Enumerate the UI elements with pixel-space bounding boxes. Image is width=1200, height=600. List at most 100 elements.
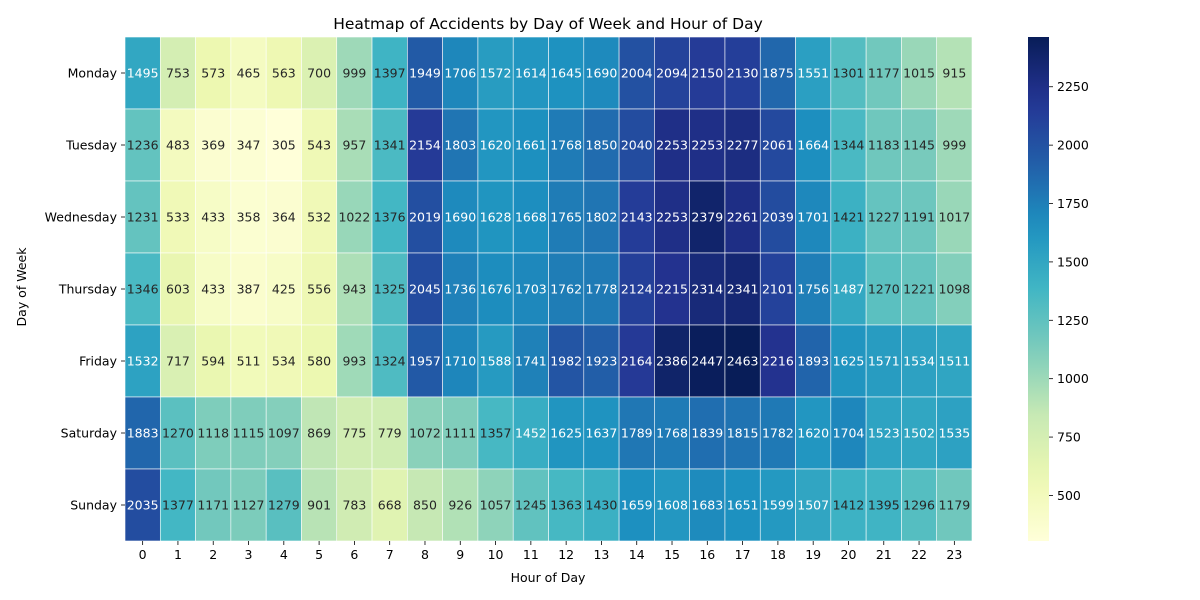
colorbar-tick-label: 2250 <box>1057 79 1089 94</box>
x-tick-label: 3 <box>245 547 253 562</box>
heatmap-cell <box>512 252 549 326</box>
y-tick-label: Wednesday <box>45 210 118 225</box>
heatmap-cell <box>195 324 232 398</box>
heatmap-cell <box>124 396 161 470</box>
heatmap-cell <box>865 108 902 182</box>
cell-value-label: 364 <box>272 210 296 225</box>
cell-value-label: 1651 <box>727 498 759 513</box>
cell-value-label: 1296 <box>903 498 935 513</box>
heatmap-cell <box>230 36 267 110</box>
x-tick-label: 12 <box>558 547 574 562</box>
x-tick-label: 10 <box>488 547 504 562</box>
heatmap-cell <box>442 396 479 470</box>
cell-value-label: 2035 <box>127 498 159 513</box>
cell-value-label: 1690 <box>586 66 618 81</box>
cell-value-label: 2215 <box>656 282 688 297</box>
colorbar-tick-label: 1500 <box>1057 254 1089 269</box>
cell-value-label: 2253 <box>656 138 688 153</box>
cell-value-label: 603 <box>166 282 190 297</box>
heatmap-cell <box>936 252 973 326</box>
cell-value-label: 1572 <box>480 66 512 81</box>
heatmap-cell <box>936 324 973 398</box>
heatmap-cell <box>583 36 620 110</box>
cell-value-label: 2447 <box>691 354 723 369</box>
y-tick-label: Monday <box>68 66 118 81</box>
heatmap-cell <box>759 396 796 470</box>
cell-value-label: 1756 <box>797 282 829 297</box>
cell-value-label: 2341 <box>727 282 759 297</box>
x-tick-label: 1 <box>174 547 182 562</box>
colorbar-tick-label: 750 <box>1057 430 1081 445</box>
cell-value-label: 1571 <box>868 354 900 369</box>
heatmap-cell <box>371 180 408 254</box>
x-axis-ticks: 0 1 2 3 4 5 6 7 8 9 10 11 12 13 14 15 16 17 18 19 20 21 22 23 <box>139 541 962 562</box>
heatmap-cell <box>159 396 196 470</box>
cell-value-label: 1357 <box>480 426 512 441</box>
x-axis-label: Hour of Day <box>511 570 586 585</box>
heatmap-cell <box>654 108 690 182</box>
cell-value-label: 1523 <box>868 426 900 441</box>
heatmap-cell <box>618 396 655 470</box>
cell-value-label: 1177 <box>868 66 900 81</box>
cell-value-label: 1768 <box>550 138 582 153</box>
cell-value-label: 511 <box>237 354 261 369</box>
cell-value-label: 1111 <box>444 426 476 441</box>
colorbar-tick-label: 2000 <box>1057 138 1089 153</box>
cell-value-label: 2253 <box>691 138 723 153</box>
heatmap-cell <box>195 36 232 110</box>
cell-value-label: 2101 <box>762 282 794 297</box>
heatmap-cell <box>442 468 479 542</box>
cell-value-label: 347 <box>237 138 261 153</box>
cell-value-label: 1883 <box>127 426 159 441</box>
cell-value-label: 433 <box>201 282 225 297</box>
heatmap-cell <box>654 324 690 398</box>
cell-value-label: 1839 <box>691 426 723 441</box>
heatmap-cell <box>865 396 902 470</box>
cell-value-label: 915 <box>942 66 966 81</box>
cell-value-label: 850 <box>413 498 437 513</box>
cell-value-label: 1412 <box>833 498 865 513</box>
cell-value-label: 1599 <box>762 498 794 513</box>
heatmap-cell <box>795 36 832 110</box>
heatmap-cell <box>301 252 338 326</box>
cell-value-label: 1762 <box>550 282 582 297</box>
heatmap-cell <box>583 324 620 398</box>
cell-value-label: 1507 <box>797 498 829 513</box>
colorbar-tick-label: 1000 <box>1057 371 1089 386</box>
heatmap-cell <box>195 108 232 182</box>
cell-value-label: 1270 <box>162 426 194 441</box>
cell-value-label: 700 <box>307 66 331 81</box>
cell-value-label: 1301 <box>833 66 865 81</box>
cell-value-label: 1620 <box>797 426 829 441</box>
heatmap-cell <box>336 252 373 326</box>
colorbar-tick-label: 1250 <box>1057 313 1089 328</box>
cell-value-label: 1098 <box>938 282 970 297</box>
cell-value-label: 1017 <box>938 210 970 225</box>
heatmap-cell <box>901 468 938 542</box>
heatmap-cell <box>830 108 867 182</box>
heatmap-cell <box>865 36 902 110</box>
heatmap-cell <box>230 252 267 326</box>
heatmap-cell <box>548 468 585 542</box>
cell-value-label: 1551 <box>797 66 829 81</box>
cell-value-label: 1376 <box>374 210 406 225</box>
cell-value-label: 1815 <box>727 426 759 441</box>
heatmap-cell <box>512 468 549 542</box>
cell-value-label: 1850 <box>586 138 618 153</box>
heatmap-cell <box>865 180 902 254</box>
heatmap-cell <box>195 396 232 470</box>
cell-value-label: 2386 <box>656 354 688 369</box>
x-tick-label: 21 <box>876 547 892 562</box>
x-tick-label: 14 <box>629 547 645 562</box>
cell-value-label: 1325 <box>374 282 406 297</box>
cell-value-label: 573 <box>201 66 225 81</box>
heatmap-cell <box>265 108 302 182</box>
cell-value-label: 1982 <box>550 354 582 369</box>
cell-value-label: 1145 <box>903 138 935 153</box>
cell-value-label: 2379 <box>691 210 723 225</box>
cell-value-label: 1532 <box>127 354 159 369</box>
cell-value-label: 1511 <box>938 354 970 369</box>
cell-value-label: 1923 <box>586 354 618 369</box>
cell-value-label: 1171 <box>197 498 229 513</box>
